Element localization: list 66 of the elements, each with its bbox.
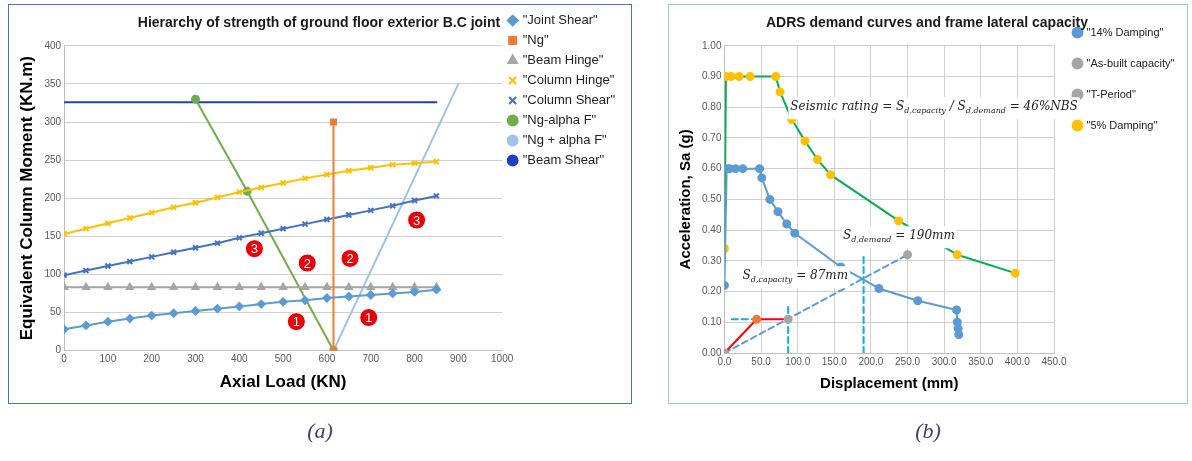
x-tick-label: 450.0 bbox=[1041, 355, 1067, 367]
legend-label: "T-Period" bbox=[1086, 87, 1136, 100]
x-tick-label: 500 bbox=[274, 353, 292, 365]
x-axis-title: Axial Load (KN) bbox=[219, 372, 347, 392]
x-tick-label: 250.0 bbox=[895, 355, 921, 367]
legend-label: "Column Hinge" bbox=[522, 72, 615, 88]
y-tick-label: 0.40 bbox=[701, 223, 722, 235]
text: (b) bbox=[914, 418, 942, 444]
y-tick-label: 400 bbox=[44, 39, 62, 51]
chart-title: Hierarchy of strength of ground floor exterior B.C joint bbox=[137, 14, 501, 31]
x-tick-label: 100 bbox=[99, 353, 117, 365]
annotation: 2 bbox=[346, 251, 354, 267]
y-tick-label: 0.20 bbox=[701, 285, 722, 297]
x-tick-label: 1000 bbox=[491, 353, 514, 365]
legend-label: "Ng-alpha F" bbox=[522, 112, 597, 128]
legend-label: "Beam Hinge" bbox=[522, 52, 604, 68]
annotation: 1 bbox=[292, 314, 300, 330]
x-tick-label: 700 bbox=[362, 353, 380, 365]
x-tick-label: 400 bbox=[230, 353, 249, 365]
y-tick-label: 0.60 bbox=[701, 162, 722, 174]
x-tick-label: 800 bbox=[406, 353, 424, 365]
x-tick-label: 400.0 bbox=[1004, 355, 1031, 367]
legend-label: "Beam Shear" bbox=[522, 152, 605, 168]
annotation: 1 bbox=[365, 310, 373, 326]
y-axis-title: Acceleration, Sa (g) bbox=[676, 129, 694, 270]
x-axis-title: Displacement (mm) bbox=[820, 374, 959, 392]
legend-label: "Column Shear" bbox=[522, 92, 616, 108]
y-tick-label: 200 bbox=[44, 191, 62, 203]
y-tick-label: 0.00 bbox=[701, 346, 722, 358]
x-tick-label: 150.0 bbox=[821, 355, 848, 367]
y-tick-label: 300 bbox=[44, 115, 62, 127]
text: (a) bbox=[306, 418, 334, 444]
x-tick-label: 200 bbox=[143, 353, 161, 365]
legend-label: "Ng" bbox=[522, 32, 549, 48]
x-tick-label: 0.0 bbox=[717, 355, 732, 367]
y-tick-label: 0.90 bbox=[701, 70, 722, 82]
legend-label: "Ng + alpha F" bbox=[522, 132, 608, 148]
y-tick-label: 0.50 bbox=[701, 193, 722, 205]
y-axis-title: Equivalent Column Moment (KN.m) bbox=[16, 56, 36, 341]
y-tick-label: 0 bbox=[55, 344, 62, 356]
legend-label: "5% Damping" bbox=[1086, 118, 1158, 131]
y-tick-label: 1.00 bbox=[701, 39, 722, 51]
y-tick-label: 0.30 bbox=[701, 254, 722, 266]
annotation: 2 bbox=[303, 255, 311, 271]
x-tick-label: 50.0 bbox=[751, 355, 772, 367]
x-tick-label: 200.0 bbox=[858, 355, 884, 367]
legend-label: "As-built capacity" bbox=[1086, 56, 1175, 69]
y-tick-label: 150 bbox=[44, 230, 62, 242]
y-tick-label: 350 bbox=[44, 77, 62, 89]
legend-label: "Joint Shear" bbox=[522, 12, 599, 28]
y-tick-label: 100 bbox=[44, 268, 62, 280]
annotation: 3 bbox=[412, 212, 421, 228]
x-tick-label: 300 bbox=[187, 353, 205, 365]
y-tick-label: 250 bbox=[44, 153, 62, 165]
x-tick-label: 600 bbox=[318, 353, 336, 365]
x-tick-label: 100.0 bbox=[785, 355, 811, 367]
y-tick-label: 0.80 bbox=[701, 100, 722, 112]
y-tick-label: 0.10 bbox=[701, 316, 722, 328]
x-tick-label: 900 bbox=[450, 353, 468, 365]
x-tick-label: 300.0 bbox=[931, 355, 958, 367]
annotation: 3 bbox=[250, 241, 259, 257]
legend-label: "14% Damping" bbox=[1086, 25, 1164, 38]
x-tick-label: 350.0 bbox=[968, 355, 994, 367]
y-tick-label: 0.70 bbox=[701, 131, 722, 143]
y-tick-label: 50 bbox=[49, 306, 62, 318]
chart-title: ADRS demand curves and frame lateral capacity bbox=[765, 14, 1089, 31]
